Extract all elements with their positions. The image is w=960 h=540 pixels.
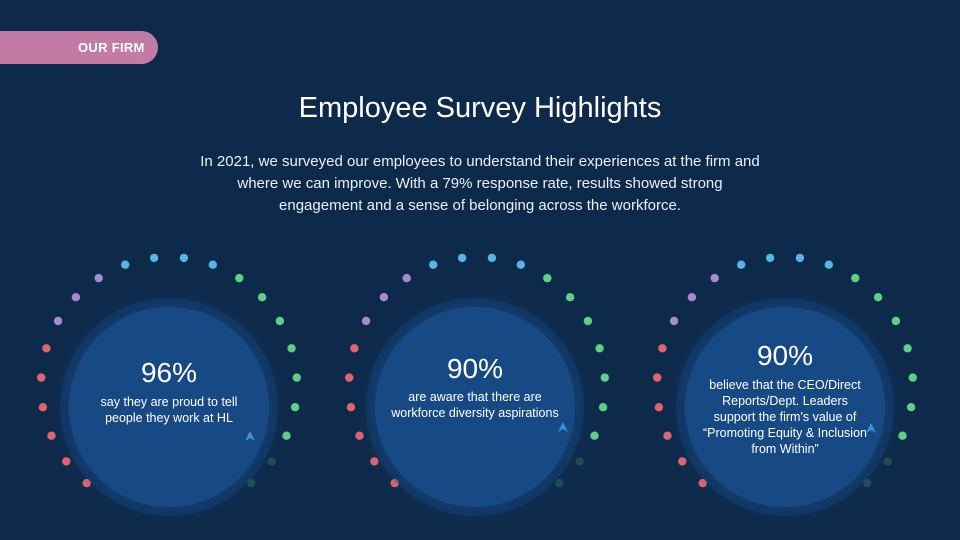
intro-text: In 2021, we surveyed our employees to un… bbox=[200, 153, 760, 214]
decorative-dot bbox=[82, 478, 91, 488]
decorative-dot bbox=[516, 260, 525, 269]
decorative-dot bbox=[555, 478, 564, 488]
decorative-dot bbox=[663, 431, 672, 440]
decorative-dot bbox=[737, 260, 746, 269]
stat-percent: 96% bbox=[140, 357, 198, 388]
decorative-dot bbox=[653, 373, 662, 382]
decorative-dot bbox=[687, 293, 697, 302]
decorative-dot bbox=[457, 253, 467, 263]
decorative-dot bbox=[42, 344, 51, 353]
decorative-dot bbox=[290, 403, 300, 412]
decorative-dot bbox=[824, 260, 833, 269]
decorative-dot bbox=[361, 316, 371, 326]
decorative-dot bbox=[247, 478, 256, 488]
decorative-dot bbox=[487, 253, 497, 263]
decorative-dot bbox=[47, 431, 56, 440]
decorative-dot bbox=[565, 293, 575, 302]
decorative-dot bbox=[898, 431, 907, 440]
decorative-dot bbox=[795, 253, 805, 263]
decorative-dot bbox=[267, 457, 276, 466]
logo-mark-icon bbox=[866, 423, 876, 433]
stat-circle-diversity: 90% are aware that there are workforce d… bbox=[375, 307, 575, 507]
decorative-dot bbox=[851, 273, 860, 283]
stat-percent: 90% bbox=[756, 340, 814, 371]
decorative-dot bbox=[669, 316, 679, 326]
decorative-dot bbox=[62, 457, 71, 466]
stat-description: believe that the CEO/Direct Reports/Dept… bbox=[703, 378, 867, 456]
decorative-dot bbox=[891, 316, 901, 326]
decorative-dot bbox=[654, 403, 664, 412]
decorative-dot bbox=[598, 403, 608, 412]
section-tag-label: OUR FIRM bbox=[78, 40, 145, 55]
decorative-dot bbox=[590, 431, 599, 440]
decorative-dot bbox=[121, 260, 130, 269]
decorative-dot bbox=[583, 316, 593, 326]
decorative-dot bbox=[678, 457, 687, 466]
decorative-dot bbox=[53, 316, 63, 326]
decorative-dot bbox=[600, 373, 609, 382]
decorative-dot bbox=[275, 316, 285, 326]
decorative-dot bbox=[257, 293, 267, 302]
decorative-dot bbox=[595, 344, 604, 353]
stat-circle-equity: 90% believe that the CEO/Direct Reports/… bbox=[685, 307, 885, 507]
decorative-dot bbox=[698, 478, 707, 488]
decorative-dot bbox=[710, 273, 719, 283]
decorative-dot bbox=[575, 457, 584, 466]
decorative-dot bbox=[543, 273, 552, 283]
stat-percent: 90% bbox=[446, 353, 504, 384]
logo-mark-icon bbox=[558, 422, 568, 432]
decorative-dot bbox=[429, 260, 438, 269]
decorative-dot bbox=[282, 431, 291, 440]
decorative-dot bbox=[863, 478, 872, 488]
stat-circle-pride: 96% say they are proud to tell people th… bbox=[69, 307, 269, 507]
decorative-dot bbox=[908, 373, 917, 382]
decorative-dot bbox=[402, 273, 411, 283]
logo-mark-icon bbox=[245, 431, 255, 441]
decorative-dot bbox=[355, 431, 364, 440]
decorative-dot bbox=[370, 457, 379, 466]
decorative-dot bbox=[345, 373, 354, 382]
decorative-dot bbox=[906, 403, 916, 412]
decorative-dot bbox=[390, 478, 399, 488]
decorative-dot bbox=[287, 344, 296, 353]
decorative-dot bbox=[235, 273, 244, 283]
decorative-dot bbox=[903, 344, 912, 353]
stat-description: are aware that there are workforce diver… bbox=[391, 390, 559, 420]
page-title: Employee Survey Highlights bbox=[298, 92, 662, 124]
decorative-dot bbox=[292, 373, 301, 382]
decorative-dot bbox=[658, 344, 667, 353]
decorative-dot bbox=[883, 457, 892, 466]
decorative-dot bbox=[179, 253, 189, 263]
decorative-dot bbox=[350, 344, 359, 353]
decorative-dot bbox=[37, 373, 46, 382]
decorative-dot bbox=[94, 273, 103, 283]
decorative-dot bbox=[38, 403, 48, 412]
stat-description: say they are proud to tell people they w… bbox=[100, 395, 238, 425]
decorative-dot bbox=[149, 253, 159, 263]
decorative-dot bbox=[346, 403, 356, 412]
decorative-dot bbox=[873, 293, 883, 302]
decorative-dot bbox=[379, 293, 389, 302]
decorative-dot bbox=[765, 253, 775, 263]
section-tag: OUR FIRM bbox=[0, 31, 158, 64]
decorative-dot bbox=[208, 260, 217, 269]
decorative-dot bbox=[71, 293, 81, 302]
